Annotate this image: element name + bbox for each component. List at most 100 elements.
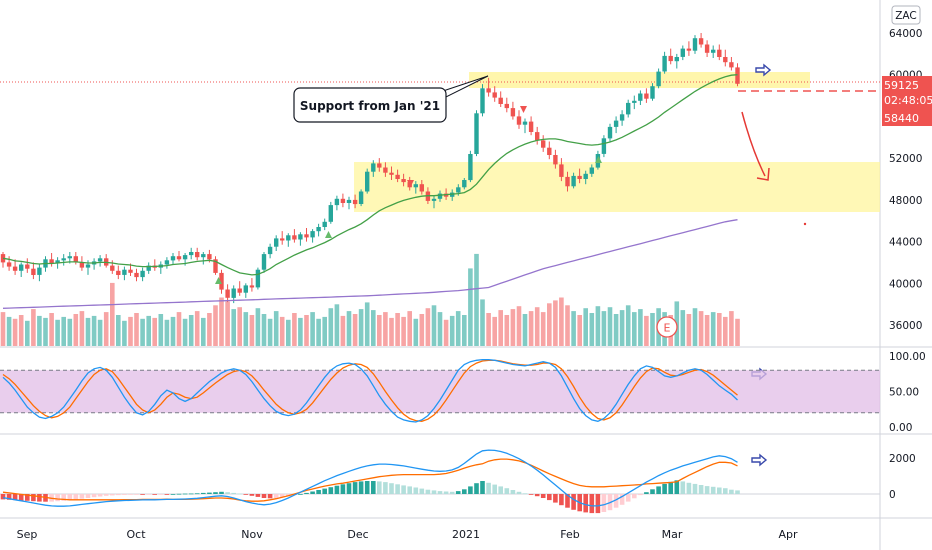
- time-tick-label: Sep: [17, 528, 38, 541]
- volume-bar: [413, 318, 419, 346]
- macd-histogram-bar: [237, 493, 242, 495]
- candle: [176, 251, 182, 262]
- volume-bar: [286, 319, 291, 346]
- volume-bar: [449, 315, 455, 346]
- candle: [607, 123, 613, 143]
- volume-bar: [110, 282, 115, 346]
- stochastic-tick-label: 100.00: [889, 351, 926, 363]
- macd-histogram-bar: [407, 486, 412, 494]
- volume-bar: [443, 319, 449, 346]
- volume-bar: [522, 314, 528, 346]
- macd-histogram-bar: [158, 494, 164, 495]
- volume-bar: [261, 314, 267, 346]
- symbol-badge[interactable]: ZAC: [891, 5, 921, 25]
- stochastic-tick-label: 50.00: [889, 387, 919, 399]
- time-tick-label: Mar: [662, 528, 683, 541]
- candle: [122, 266, 127, 281]
- volume-bar: [176, 312, 182, 346]
- sell-signal-triangle: [520, 106, 527, 113]
- volume-bar: [601, 311, 607, 346]
- candle: [164, 257, 170, 269]
- volume-bar: [407, 311, 412, 346]
- price-tick-label: 36000: [889, 320, 922, 332]
- volume-bar: [128, 316, 133, 346]
- macd-histogram-bar: [25, 494, 30, 501]
- candle: [334, 195, 340, 211]
- candle: [486, 77, 491, 97]
- macd-histogram-bar: [371, 481, 376, 494]
- macd-histogram-bar: [686, 482, 692, 494]
- volume-bar: [201, 317, 206, 346]
- candle: [632, 95, 637, 110]
- volume-bar: [595, 306, 601, 346]
- time-tick-label: Feb: [560, 528, 579, 541]
- candle: [480, 84, 485, 117]
- candle: [365, 168, 370, 194]
- macd-histogram-bar: [413, 487, 419, 494]
- candle: [219, 269, 224, 294]
- last-price-badge: [882, 76, 932, 110]
- buy-signal-triangle: [215, 277, 222, 284]
- candle: [419, 180, 424, 195]
- buy-signal-triangle: [325, 231, 332, 238]
- volume-bar: [540, 312, 546, 346]
- stochastic-d-line: [2, 359, 738, 422]
- volume-bar: [49, 313, 54, 346]
- macd-histogram-bar: [431, 490, 437, 494]
- volume-bar: [619, 310, 625, 346]
- macd-histogram-bar: [176, 493, 182, 495]
- macd-histogram-bar: [61, 494, 66, 501]
- candle: [116, 265, 121, 280]
- volume-bar: [553, 300, 558, 346]
- volume-bar: [577, 315, 582, 346]
- volume-bar: [431, 305, 437, 346]
- candle: [79, 256, 85, 271]
- macd-histogram-bar: [644, 492, 649, 494]
- volume-bar: [25, 320, 30, 346]
- candle: [589, 164, 594, 177]
- candle: [328, 201, 333, 224]
- price-tick-label: 48000: [889, 195, 922, 207]
- volume-bar: [12, 318, 18, 346]
- macd-histogram-bar: [437, 491, 443, 494]
- earnings-marker[interactable]: E: [656, 316, 678, 338]
- time-tick-label: Dec: [347, 528, 368, 541]
- candle: [723, 49, 728, 67]
- candle: [431, 195, 437, 209]
- macd-histogram-bar: [474, 483, 479, 494]
- macd-histogram-bar: [219, 491, 224, 494]
- macd-histogram-bar: [583, 494, 588, 513]
- macd-histogram-bar: [128, 494, 133, 495]
- macd-axis: 2000 0: [889, 453, 916, 501]
- volume-bar: [717, 313, 722, 346]
- stochastic-tick-label: 0.00: [889, 422, 912, 434]
- macd-histogram-bar: [522, 493, 528, 495]
- macd-histogram-bar: [389, 483, 394, 494]
- candle: [6, 256, 12, 271]
- volume-bar: [486, 313, 491, 346]
- annotation-callout[interactable]: Support from Jan '21: [293, 75, 489, 123]
- candle: [61, 254, 66, 266]
- candle: [371, 160, 376, 177]
- volume-bar: [377, 315, 382, 346]
- volume-bar: [680, 310, 686, 346]
- candle: [140, 267, 145, 282]
- volume-bar: [492, 316, 497, 346]
- macd-histogram-bar: [261, 494, 267, 498]
- macd-histogram-bar: [31, 494, 36, 502]
- candle: [170, 253, 176, 265]
- price-tick-label: 52000: [889, 153, 922, 165]
- macd-histogram-bar: [650, 489, 655, 494]
- candle: [358, 189, 364, 207]
- macd-histogram-bar: [182, 493, 188, 495]
- macd-histogram-bar: [164, 494, 170, 495]
- volume-bar: [358, 309, 364, 346]
- volume-bar: [243, 312, 249, 346]
- volume-bar: [650, 313, 655, 346]
- volume-bar: [310, 312, 315, 346]
- macd-histogram-bar: [704, 486, 710, 494]
- macd-histogram-bar: [486, 482, 491, 494]
- macd-histogram-bar: [273, 494, 279, 498]
- candle: [547, 141, 552, 160]
- candle: [395, 169, 400, 183]
